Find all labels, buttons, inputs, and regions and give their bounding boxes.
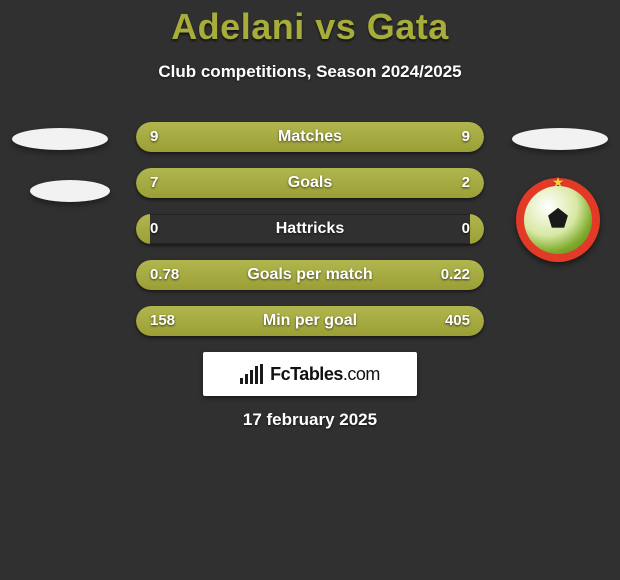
brand-text: FcTables.com	[270, 364, 380, 385]
stat-bars: 9 9 Matches 7 2 Goals 0 0 Hattricks 0.78…	[0, 122, 620, 352]
stat-value-right: 9	[462, 122, 470, 152]
stat-label: Goals per match	[136, 260, 484, 290]
stat-label: Hattricks	[136, 214, 484, 244]
stat-value-right: 2	[462, 168, 470, 198]
stat-label: Min per goal	[136, 306, 484, 336]
bar-chart-icon	[240, 364, 264, 384]
stat-value-right: 0	[462, 214, 470, 244]
comparison-card: Adelani vs Gata Club competitions, Seaso…	[0, 0, 620, 580]
stat-value-left: 9	[150, 122, 158, 152]
stat-row-goals-per-match: 0.78 0.22 Goals per match	[136, 260, 484, 290]
stat-row-matches: 9 9 Matches	[136, 122, 484, 152]
stat-value-right: 0.22	[441, 260, 470, 290]
stat-value-left: 7	[150, 168, 158, 198]
stat-value-left: 0	[150, 214, 158, 244]
stat-row-min-per-goal: 158 405 Min per goal	[136, 306, 484, 336]
stat-value-left: 158	[150, 306, 175, 336]
page-title: Adelani vs Gata	[0, 0, 620, 48]
stat-row-goals: 7 2 Goals	[136, 168, 484, 198]
brand-suffix: .com	[343, 364, 380, 384]
stat-value-right: 405	[445, 306, 470, 336]
stat-value-left: 0.78	[150, 260, 179, 290]
page-subtitle: Club competitions, Season 2024/2025	[0, 62, 620, 82]
stat-row-hattricks: 0 0 Hattricks	[136, 214, 484, 244]
brand-box[interactable]: FcTables.com	[203, 352, 417, 396]
brand-name: FcTables	[270, 364, 343, 384]
footer-date: 17 february 2025	[0, 410, 620, 430]
stat-label: Matches	[136, 122, 484, 152]
stat-label: Goals	[136, 168, 484, 198]
